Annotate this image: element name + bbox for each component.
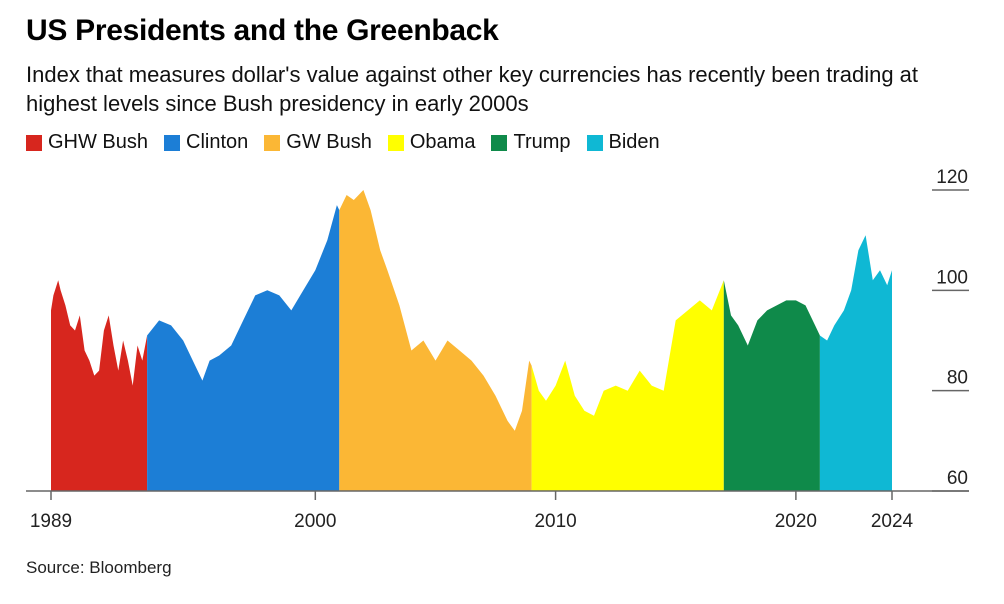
y-tick-label: 100 (936, 267, 968, 288)
chart-title: US Presidents and the Greenback (26, 14, 499, 47)
legend-label: GHW Bush (48, 131, 149, 153)
legend-item: Biden (586, 131, 660, 154)
area-series (51, 280, 148, 491)
y-tick-label: 60 (947, 468, 968, 489)
legend-swatch (164, 134, 181, 151)
area-series (147, 205, 340, 491)
legend-swatch (387, 134, 404, 151)
legend-swatch (491, 134, 508, 151)
legend-item: Trump (491, 131, 571, 154)
legend-label: GW Bush (286, 131, 372, 153)
source-note: Source: Bloomberg (26, 558, 172, 577)
legend-item: Clinton (164, 131, 248, 154)
area-series (723, 280, 820, 491)
y-tick-label: 120 (936, 167, 968, 188)
legend-item: GHW Bush (26, 131, 148, 154)
x-tick-label: 2024 (871, 511, 914, 532)
legend: GHW Bush Clinton GW Bush Obama Trump Biden (26, 131, 676, 154)
legend-swatch (264, 134, 281, 151)
area-series (531, 280, 724, 491)
y-tick-label: 80 (947, 368, 968, 389)
area-series (339, 190, 532, 491)
legend-label: Obama (409, 131, 476, 153)
x-tick-label: 2020 (775, 511, 817, 532)
legend-item: GW Bush (264, 131, 372, 154)
legend-label: Clinton (186, 131, 249, 153)
chart-subtitle: Index that measures dollar's value again… (26, 62, 919, 116)
legend-label: Trump (513, 131, 571, 153)
x-tick-label: 1989 (30, 511, 72, 532)
x-tick-label: 2000 (294, 511, 336, 532)
legend-swatch (586, 134, 603, 151)
legend-label: Biden (608, 131, 660, 153)
legend-item: Obama (387, 131, 476, 154)
area-series (819, 235, 892, 491)
legend-swatch (26, 134, 42, 151)
x-tick-label: 2010 (534, 511, 576, 532)
